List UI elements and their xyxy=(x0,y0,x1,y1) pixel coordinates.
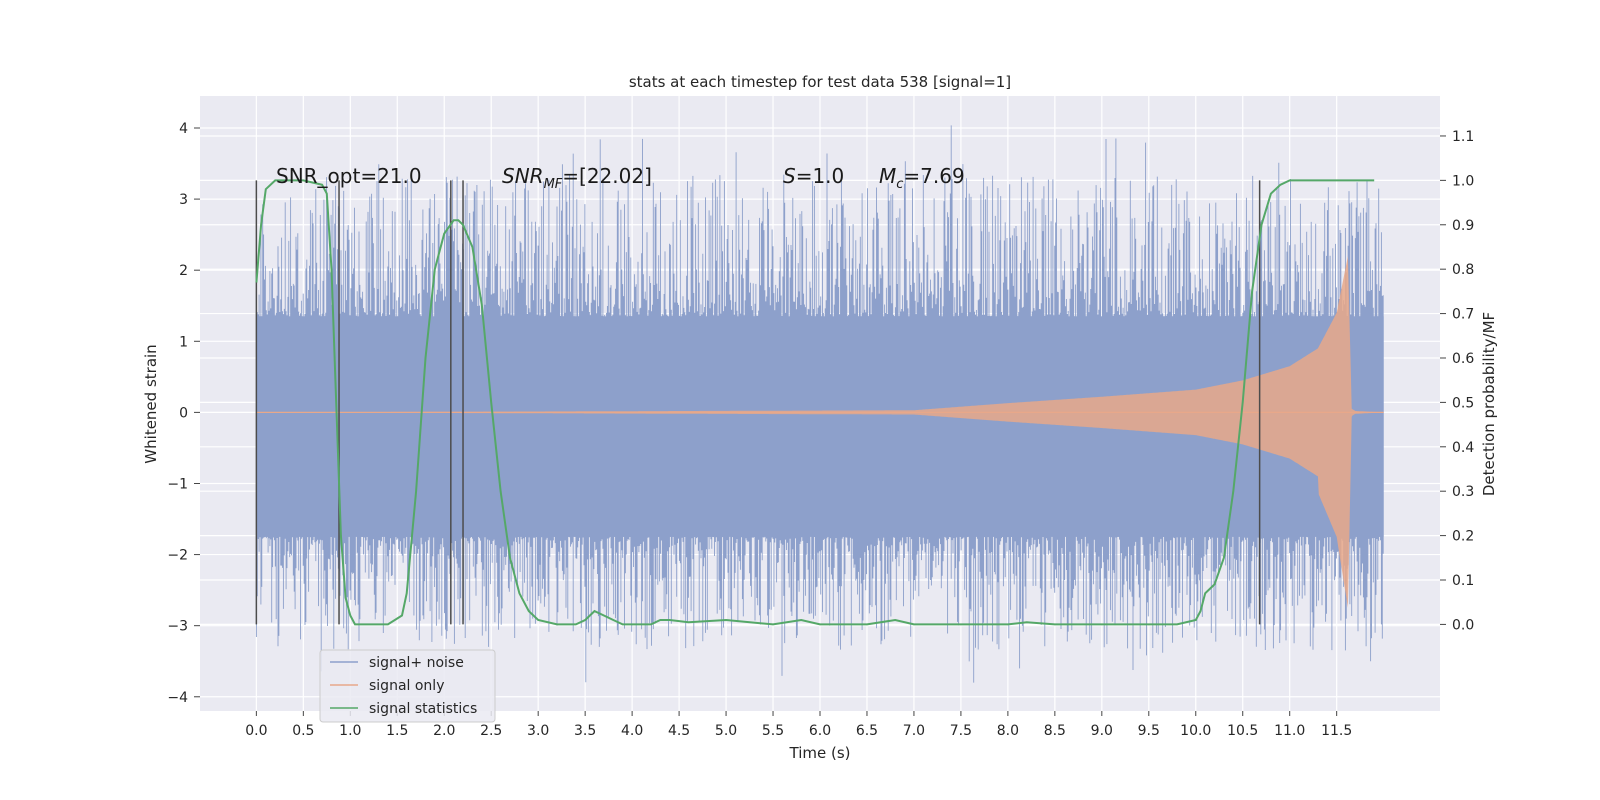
x-tick-label-1: 0.5 xyxy=(292,723,314,739)
x-tick-label-20: 10.0 xyxy=(1180,723,1211,739)
y-right-tick-label-4: 0.4 xyxy=(1452,440,1474,456)
x-tick-label-8: 4.0 xyxy=(621,723,643,739)
x-tick-label-13: 6.5 xyxy=(856,723,878,739)
annotation-mc-var: M xyxy=(879,164,896,188)
x-tick-label-12: 6.0 xyxy=(809,723,831,739)
x-tick-label-23: 11.5 xyxy=(1321,723,1352,739)
x-tick-label-5: 2.5 xyxy=(480,723,502,739)
x-tick-label-21: 10.5 xyxy=(1227,723,1258,739)
annotation-snr-mf-value: =[22.02] xyxy=(562,164,652,188)
annotation-mc-sub: c xyxy=(896,177,903,192)
series-signal-statistics xyxy=(255,179,1375,626)
y-axis-left-label: Whitened strain xyxy=(142,344,160,463)
annotation-s-var: S xyxy=(783,164,796,188)
legend-label-signal-only: signal only xyxy=(369,678,444,694)
y-right-tick-label-6: 0.6 xyxy=(1452,351,1474,367)
y-axis-left-ticks: −4 −3 −2 −1 0 1 2 3 4 xyxy=(167,121,200,706)
y-right-tick-label-5: 0.5 xyxy=(1452,395,1474,411)
y-left-tick-label-6: 2 xyxy=(179,263,188,279)
x-tick-label-3: 1.5 xyxy=(386,723,408,739)
x-tick-label-18: 9.0 xyxy=(1091,723,1113,739)
annotation-s: S=1.0 xyxy=(783,164,844,188)
y-right-tick-label-2: 0.2 xyxy=(1452,529,1474,545)
y-left-tick-label-1: −3 xyxy=(167,619,188,635)
series-signal-only xyxy=(256,256,1384,608)
y-left-tick-label-4: 0 xyxy=(179,405,188,421)
x-tick-label-6: 3.0 xyxy=(527,723,549,739)
y-right-tick-label-10: 1.0 xyxy=(1452,173,1474,189)
annotation-snr-mf: SNRMF=[22.02] xyxy=(502,164,652,192)
y-right-tick-label-8: 0.8 xyxy=(1452,262,1474,278)
vertical-markers xyxy=(255,180,1261,625)
legend: signal+ noise signal only signal statist… xyxy=(319,649,496,723)
annotation-s-value: =1.0 xyxy=(796,164,845,188)
annotation-mc-value: =7.69 xyxy=(903,164,964,188)
y-left-tick-label-3: −1 xyxy=(167,476,188,492)
y-right-tick-label-7: 0.7 xyxy=(1452,307,1474,323)
y-axis-right-ticks: 0.0 0.1 0.2 0.3 0.4 0.5 0.6 0.7 0.8 0.9 1.0 1.1 xyxy=(1440,129,1474,633)
y-right-tick-label-1: 0.1 xyxy=(1452,573,1474,589)
y-right-tick-label-3: 0.3 xyxy=(1452,484,1474,500)
annotation-snr-mf-sub: MF xyxy=(544,177,563,192)
x-tick-label-14: 7.0 xyxy=(903,723,925,739)
x-tick-label-16: 8.0 xyxy=(997,723,1019,739)
x-tick-label-15: 7.5 xyxy=(950,723,972,739)
signal-envelope xyxy=(256,256,1384,608)
x-tick-label-4: 2.0 xyxy=(433,723,455,739)
x-tick-label-11: 5.5 xyxy=(762,723,784,739)
y-left-tick-label-2: −2 xyxy=(167,548,188,564)
annotation-mc: Mc=7.69 xyxy=(879,164,965,192)
annotation-snr-opt: SNR_opt=21.0 xyxy=(276,164,422,188)
y-right-tick-label-11: 1.1 xyxy=(1452,129,1474,145)
legend-label-signal-plus-noise: signal+ noise xyxy=(369,655,464,671)
x-tick-label-22: 11.0 xyxy=(1274,723,1305,739)
legend-label-signal-statistics: signal statistics xyxy=(369,701,477,717)
annotation-snr-mf-main: SNR xyxy=(502,164,544,188)
y-right-tick-label-9: 0.9 xyxy=(1452,218,1474,234)
chart-title: stats at each timestep for test data 538… xyxy=(629,73,1011,91)
x-tick-label-17: 8.5 xyxy=(1044,723,1066,739)
y-left-tick-label-7: 3 xyxy=(179,192,188,208)
x-tick-label-9: 4.5 xyxy=(668,723,690,739)
y-right-tick-label-0: 0.0 xyxy=(1452,617,1474,633)
x-tick-label-10: 5.0 xyxy=(715,723,737,739)
signal-statistics-line xyxy=(255,179,1375,626)
legend-box xyxy=(319,649,496,723)
x-tick-label-19: 9.5 xyxy=(1138,723,1160,739)
x-axis-label: Time (s) xyxy=(789,744,851,762)
y-left-tick-label-0: −4 xyxy=(167,690,188,706)
x-tick-label-2: 1.0 xyxy=(339,723,361,739)
x-tick-label-7: 3.5 xyxy=(574,723,596,739)
y-left-tick-label-8: 4 xyxy=(179,121,188,137)
x-tick-label-0: 0.0 xyxy=(245,723,267,739)
y-axis-right-label: Detection probability/MF xyxy=(1480,312,1498,496)
x-axis-ticks: 0.0 0.5 1.0 1.5 2.0 2.5 3.0 3.5 4.0 4.5 5.0 5.5 6.0 6… xyxy=(245,711,1352,739)
y-left-tick-label-5: 1 xyxy=(179,334,188,350)
